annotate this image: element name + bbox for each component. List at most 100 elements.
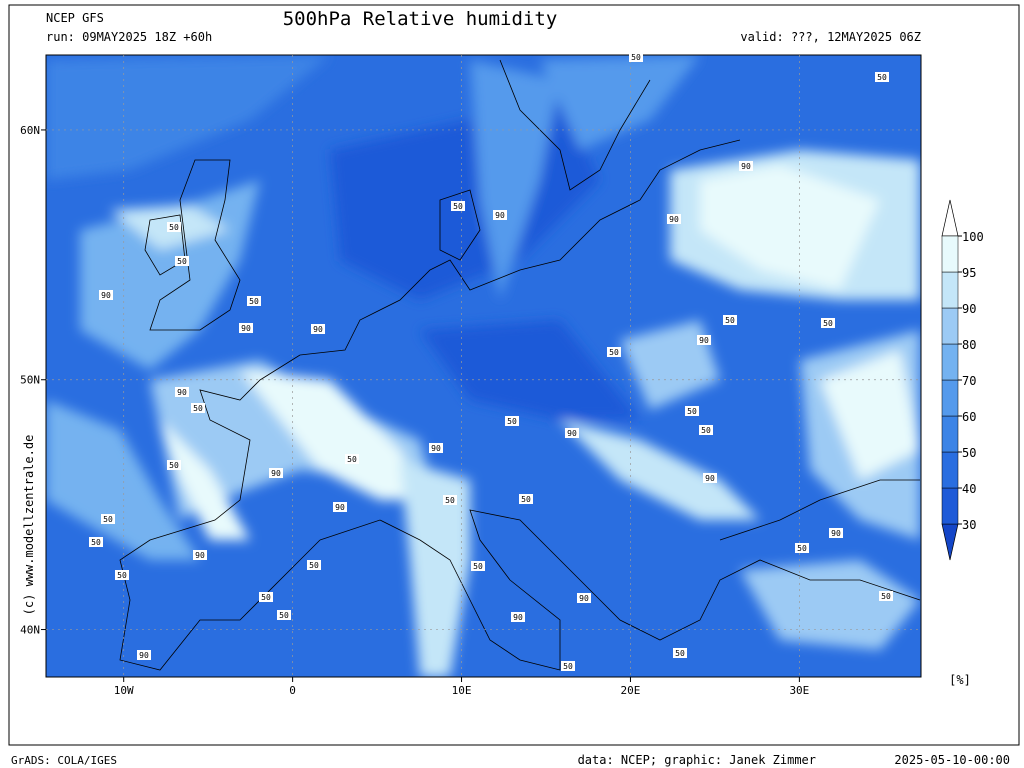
contour-label: 50 bbox=[453, 202, 463, 211]
contour-label-box bbox=[311, 324, 325, 334]
contour-label-box bbox=[345, 454, 359, 464]
colorbar-above bbox=[941, 199, 959, 237]
contour-label: 90 bbox=[241, 324, 251, 333]
contour-label-box bbox=[607, 347, 621, 357]
contour-label-box bbox=[577, 593, 591, 603]
contour-label: 90 bbox=[431, 444, 441, 453]
contour-label: 50 bbox=[521, 495, 531, 504]
colorbar-label: 60 bbox=[962, 410, 976, 424]
contour-label: 50 bbox=[881, 592, 891, 601]
lat-label: 60N bbox=[20, 124, 40, 137]
contour-label: 50 bbox=[675, 649, 685, 658]
contour-label-box bbox=[307, 560, 321, 570]
contour-label: 90 bbox=[705, 474, 715, 483]
contour-label: 50 bbox=[193, 404, 203, 413]
contour-label: 50 bbox=[177, 257, 187, 266]
contour-label-box bbox=[667, 214, 681, 224]
contour-label-box bbox=[699, 425, 713, 435]
contour-label-box bbox=[821, 318, 835, 328]
colorbar-cell bbox=[941, 343, 959, 381]
colorbar-label: 40 bbox=[962, 482, 976, 496]
contour-label-box bbox=[561, 661, 575, 671]
contour-label-box bbox=[429, 443, 443, 453]
contour-label-box bbox=[451, 201, 465, 211]
contour-label: 50 bbox=[725, 316, 735, 325]
contour-label-box bbox=[99, 290, 113, 300]
colorbar-label: 95 bbox=[962, 266, 976, 280]
contour-label: 50 bbox=[631, 53, 641, 62]
colorbar-cell bbox=[941, 451, 959, 489]
contour-label-box bbox=[519, 494, 533, 504]
contour-label: 90 bbox=[741, 162, 751, 171]
contour-label-box bbox=[137, 650, 151, 660]
contour-label-box bbox=[333, 502, 347, 512]
contour-label: 50 bbox=[609, 348, 619, 357]
contour-label: 90 bbox=[579, 594, 589, 603]
contour-label: 50 bbox=[169, 461, 179, 470]
map-field bbox=[46, 55, 921, 677]
contour-label-box bbox=[697, 335, 711, 345]
contour-label-box bbox=[739, 161, 753, 171]
contour-labels: 50 50 90 50 90 90 50 50 90 50 90 90 50 50 50 90 50 90 50 50… bbox=[89, 52, 893, 671]
contour-label-box bbox=[565, 428, 579, 438]
contour-label-box bbox=[875, 72, 889, 82]
contour-label-box bbox=[505, 416, 519, 426]
credit: (c) www.modellzentrale.de bbox=[22, 435, 36, 616]
colorbar-below bbox=[941, 523, 959, 561]
contour-label: 50 bbox=[261, 593, 271, 602]
contour-label-box bbox=[101, 514, 115, 524]
contour-label-box bbox=[829, 528, 843, 538]
colorbar-cell bbox=[941, 235, 959, 273]
colorbar-cell bbox=[941, 415, 959, 453]
contour-label-box bbox=[175, 387, 189, 397]
contour-label: 90 bbox=[313, 325, 323, 334]
contour-label: 90 bbox=[513, 613, 523, 622]
contour-label-box bbox=[89, 537, 103, 547]
contour-label: 50 bbox=[687, 407, 697, 416]
lon-label: 30E bbox=[789, 684, 809, 697]
contour-label: 90 bbox=[195, 551, 205, 560]
contour-label: 90 bbox=[139, 651, 149, 660]
software: GrADS: COLA/IGES bbox=[11, 754, 117, 767]
unit: [%] bbox=[949, 673, 971, 687]
contour-label-box bbox=[703, 473, 717, 483]
contour-label: 50 bbox=[169, 223, 179, 232]
contour-label-box bbox=[239, 323, 253, 333]
valid: valid: ???, 12MAY2025 06Z bbox=[740, 30, 921, 44]
contour-label-box bbox=[193, 550, 207, 560]
title: 500hPa Relative humidity bbox=[283, 8, 558, 30]
contour-label-box bbox=[471, 561, 485, 571]
contour-label-box bbox=[115, 570, 129, 580]
lat-label: 40N bbox=[20, 624, 40, 637]
colorbar-cell bbox=[941, 271, 959, 309]
contour-label: 50 bbox=[309, 561, 319, 570]
contour-label-box bbox=[277, 610, 291, 620]
contour-label-box bbox=[269, 468, 283, 478]
contour-label-box bbox=[723, 315, 737, 325]
contour-label-box bbox=[511, 612, 525, 622]
contour-label: 50 bbox=[877, 73, 887, 82]
contour-label: 90 bbox=[101, 291, 111, 300]
source: data: NCEP; graphic: Janek Zimmer bbox=[578, 753, 816, 767]
outer-frame bbox=[8, 4, 1020, 746]
colorbar-cell bbox=[941, 379, 959, 417]
contour-label-box bbox=[795, 543, 809, 553]
colorbar-cell bbox=[941, 307, 959, 345]
map-frame bbox=[45, 54, 922, 678]
contour-label-box bbox=[685, 406, 699, 416]
coastlines bbox=[119, 59, 921, 671]
model: NCEP GFS bbox=[46, 11, 104, 25]
date: 2025-05-10-00:00 bbox=[894, 753, 1010, 767]
contour-label-box bbox=[167, 222, 181, 232]
contour-label: 90 bbox=[669, 215, 679, 224]
contour-label-box bbox=[879, 591, 893, 601]
colorbar-label: 30 bbox=[962, 518, 976, 532]
contour-label: 50 bbox=[445, 496, 455, 505]
lon-label: 10W bbox=[114, 684, 134, 697]
contour-label-box bbox=[443, 495, 457, 505]
contour-label: 90 bbox=[831, 529, 841, 538]
contour-label: 90 bbox=[335, 503, 345, 512]
contour-label-box bbox=[259, 592, 273, 602]
contour-label: 50 bbox=[473, 562, 483, 571]
